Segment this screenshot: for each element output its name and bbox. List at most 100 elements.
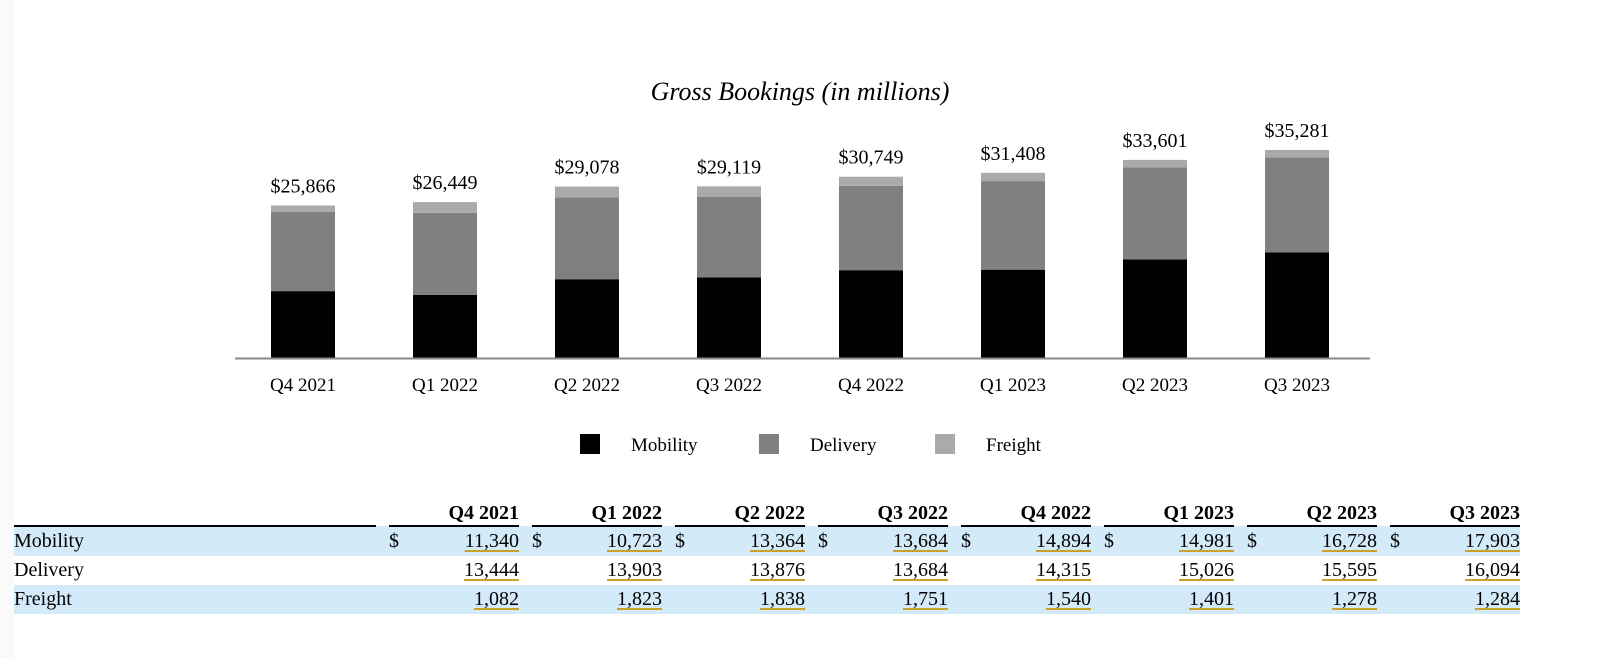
x-tick-label: Q4 2021 <box>270 375 336 396</box>
value-text: 14,315 <box>1036 559 1091 581</box>
value-cell: 13,684 <box>840 526 948 556</box>
column-gap <box>948 585 961 614</box>
currency-symbol <box>532 556 554 585</box>
column-header: Q3 2023 <box>1390 496 1520 527</box>
row-label: Mobility <box>14 526 376 556</box>
column-gap <box>376 496 389 526</box>
bar-segment-delivery <box>839 185 903 271</box>
currency-symbol: $ <box>818 526 840 556</box>
total-value-label: $30,749 <box>839 147 904 169</box>
column-header: Q4 2021 <box>389 496 519 527</box>
value-cell: 1,540 <box>983 585 1091 614</box>
table-row-freight: Freight 1,082 1,823 1,838 1,751 1,540 1,401 1,2… <box>14 585 1520 614</box>
bar-segment-mobility <box>839 270 903 358</box>
value-text: 1,823 <box>617 588 662 610</box>
value-cell: 13,364 <box>697 526 805 556</box>
value-text: 13,684 <box>893 530 948 552</box>
value-text: 13,876 <box>750 559 805 581</box>
value-text: 1,278 <box>1332 588 1377 610</box>
column-gap <box>662 556 675 585</box>
currency-symbol <box>961 556 983 585</box>
column-gap <box>1091 496 1104 526</box>
bar-segment-freight <box>697 186 761 197</box>
x-tick-label: Q3 2022 <box>696 375 762 396</box>
value-cell: 1,838 <box>697 585 805 614</box>
column-header: Q2 2023 <box>1247 496 1377 527</box>
total-value-label: $25,866 <box>271 176 336 198</box>
column-gap <box>948 496 961 526</box>
currency-symbol: $ <box>1390 526 1412 556</box>
value-cell: 1,401 <box>1126 585 1234 614</box>
value-cell: 15,026 <box>1126 556 1234 585</box>
currency-symbol <box>1247 585 1269 614</box>
value-cell: 1,082 <box>411 585 519 614</box>
value-text: 15,595 <box>1322 559 1377 581</box>
table-row-mobility: Mobility $11,340 $10,723 $13,364 $13,684 $14,… <box>14 526 1520 556</box>
bar-segment-mobility <box>555 279 619 358</box>
column-header: Q1 2023 <box>1104 496 1234 527</box>
bar-group: $25,866 Q4 2021 $26,449 Q1 2022 $29,078 Q2 20… <box>270 120 1330 396</box>
value-text: 13,684 <box>893 559 948 581</box>
currency-symbol: $ <box>1247 526 1269 556</box>
value-cell: 16,728 <box>1269 526 1377 556</box>
table-row-delivery: Delivery 13,444 13,903 13,876 13,684 14,315 15… <box>14 556 1520 585</box>
column-gap <box>948 526 961 556</box>
value-cell: 14,894 <box>983 526 1091 556</box>
bar-segment-freight <box>981 172 1045 182</box>
total-value-label: $31,408 <box>981 143 1046 165</box>
column-gap <box>948 556 961 585</box>
currency-symbol: $ <box>532 526 554 556</box>
column-gap <box>376 585 389 614</box>
column-gap <box>376 526 389 556</box>
x-tick-label: Q2 2023 <box>1122 375 1188 396</box>
value-cell: 15,595 <box>1269 556 1377 585</box>
column-gap <box>1234 526 1247 556</box>
column-gap <box>1377 496 1390 526</box>
bar-segment-freight <box>413 202 477 213</box>
column-gap <box>1091 556 1104 585</box>
row-label: Freight <box>14 585 376 614</box>
value-text: 1,401 <box>1189 588 1234 610</box>
bar-segment-delivery <box>981 181 1045 270</box>
legend: Mobility Delivery Freight <box>580 434 1042 456</box>
currency-symbol: $ <box>961 526 983 556</box>
total-value-label: $35,281 <box>1265 120 1330 142</box>
currency-symbol <box>1247 556 1269 585</box>
column-gap <box>519 496 532 526</box>
column-gap <box>1234 556 1247 585</box>
value-text: 1,838 <box>760 588 805 610</box>
column-gap <box>662 496 675 526</box>
currency-symbol <box>1390 556 1412 585</box>
bar-segment-mobility <box>271 291 335 358</box>
column-gap <box>1377 556 1390 585</box>
bar-segment-mobility <box>1265 252 1329 358</box>
page-margin <box>0 0 14 658</box>
bar-segment-freight <box>1123 159 1187 168</box>
bar-segment-mobility <box>697 277 761 358</box>
value-text: 13,903 <box>607 559 662 581</box>
bar-segment-delivery <box>1123 167 1187 260</box>
total-value-label: $29,078 <box>555 157 620 179</box>
value-text: 13,444 <box>464 559 519 581</box>
currency-symbol <box>389 585 411 614</box>
column-header: Q2 2022 <box>675 496 805 527</box>
column-header: Q1 2022 <box>532 496 662 527</box>
currency-symbol <box>532 585 554 614</box>
column-gap <box>376 556 389 585</box>
value-text: 11,340 <box>464 530 519 552</box>
column-gap <box>805 556 818 585</box>
x-tick-label: Q4 2022 <box>838 375 904 396</box>
value-cell: 14,315 <box>983 556 1091 585</box>
currency-symbol: $ <box>1104 526 1126 556</box>
value-cell: 17,903 <box>1412 526 1520 556</box>
column-header: Q3 2022 <box>818 496 948 527</box>
currency-symbol <box>818 585 840 614</box>
value-text: 14,894 <box>1036 530 1091 552</box>
bar-segment-freight <box>839 176 903 186</box>
legend-label-freight: Freight <box>986 435 1042 456</box>
column-gap <box>1377 526 1390 556</box>
value-cell: 13,903 <box>554 556 662 585</box>
value-cell: 13,444 <box>411 556 519 585</box>
x-tick-label: Q2 2022 <box>554 375 620 396</box>
bar-segment-delivery <box>413 212 477 295</box>
